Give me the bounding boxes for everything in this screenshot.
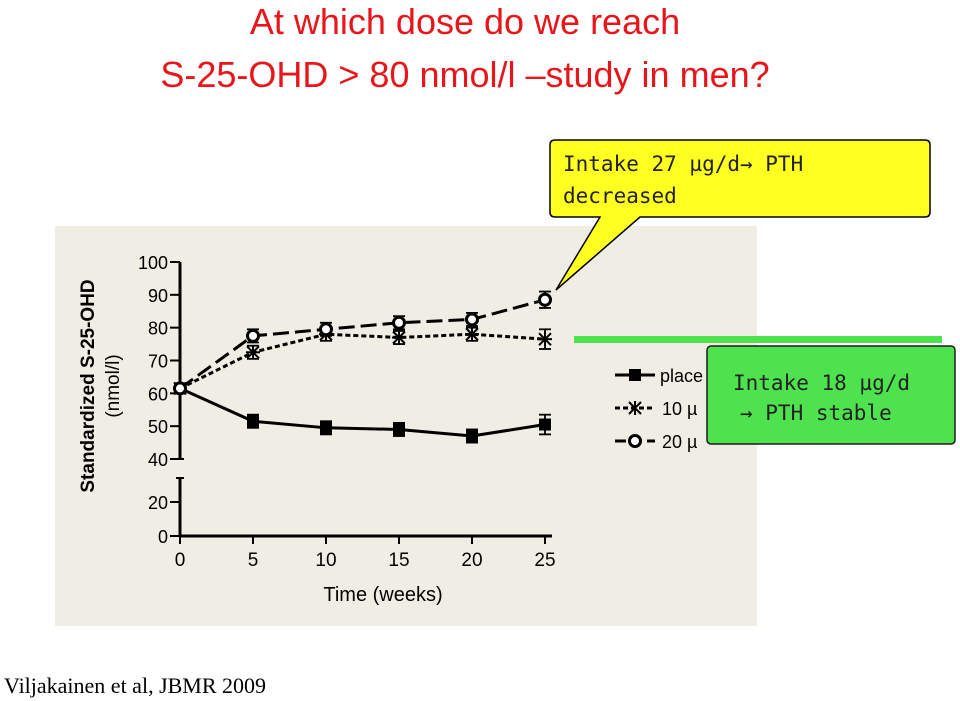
x-tick-label: 20 (461, 550, 482, 571)
series-layer (173, 290, 552, 444)
y-tick-label: 90 (148, 286, 168, 306)
data-point (538, 292, 552, 307)
series-line (179, 332, 546, 390)
y-axis-label-line-2: (nmol/l) (103, 354, 124, 417)
data-point (173, 381, 187, 396)
x-tick-label: 25 (534, 550, 555, 571)
callout-green-pointer-bar (574, 336, 942, 343)
series-0 (174, 382, 551, 444)
x-tick-label: 5 (248, 550, 259, 571)
x-tick-label: 15 (388, 550, 409, 571)
data-point (539, 418, 551, 431)
y-tick-label: 20 (148, 493, 168, 513)
data-point (392, 315, 406, 330)
legend-entry-20ug: 20 µ (615, 432, 697, 452)
x-ticks: 0 5 10 15 20 25 (175, 536, 556, 571)
data-point (392, 330, 406, 345)
data-point (320, 421, 332, 434)
data-point (465, 312, 479, 327)
callout-yellow-shape (549, 139, 931, 291)
callout-green-line-2: → PTH stable (740, 401, 892, 425)
x-tick-label: 0 (175, 550, 186, 571)
legend-label-placebo: place (660, 366, 703, 386)
data-point (393, 423, 405, 436)
legend-marker-10ug (628, 401, 642, 415)
data-point (465, 327, 479, 342)
x-tick-label: 10 (315, 550, 336, 571)
y-tick-label: 60 (148, 384, 168, 404)
legend-label-10ug: 10 µ (662, 399, 697, 419)
callout-green: Intake 18 µg/d → PTH stable (574, 336, 956, 445)
y-tick-label: 40 (148, 450, 168, 470)
callout-yellow: Intake 27 µg/d→ PTH decreased (549, 139, 931, 291)
callout-yellow-line-1: Intake 27 µg/d→ PTH (563, 152, 803, 176)
page-title-line-1: At which dose do we reach (249, 1, 681, 42)
data-point (466, 430, 478, 443)
data-point (246, 328, 260, 343)
legend-marker-20ug (628, 434, 642, 448)
y-tick-label: 0 (158, 527, 168, 547)
y-ticks: 100 90 80 70 60 50 40 20 0 (138, 253, 180, 547)
series-1 (173, 326, 552, 396)
y-tick-label: 100 (138, 253, 168, 273)
callout-green-box (706, 345, 956, 445)
legend-entry-placebo: place (615, 366, 703, 386)
data-point (538, 332, 552, 347)
legend-label-20ug: 20 µ (662, 432, 697, 452)
x-axis-label: Time (weeks) (323, 584, 442, 606)
y-tick-label: 70 (148, 352, 168, 372)
y-axis (176, 262, 184, 536)
legend: place 10 µ 20 µ (615, 366, 703, 452)
callout-yellow-line-2: decreased (563, 184, 677, 208)
data-point (246, 345, 260, 360)
page-title-line-2: S-25-OHD > 80 nmol/l –study in men? (160, 54, 770, 95)
data-point (247, 415, 259, 428)
data-point (319, 322, 333, 337)
y-axis-label-line-1: Standardized S-25-OHD (78, 279, 99, 492)
y-tick-label: 50 (148, 417, 168, 437)
y-tick-label: 80 (148, 319, 168, 339)
legend-entry-10ug: 10 µ (615, 399, 697, 419)
series-line (179, 298, 546, 390)
series-line (179, 387, 546, 438)
series-2 (173, 290, 552, 396)
legend-marker-placebo (629, 369, 641, 381)
callout-green-line-1: Intake 18 µg/d (733, 371, 910, 395)
citation: Viljakainen et al, JBMR 2009 (4, 673, 267, 698)
